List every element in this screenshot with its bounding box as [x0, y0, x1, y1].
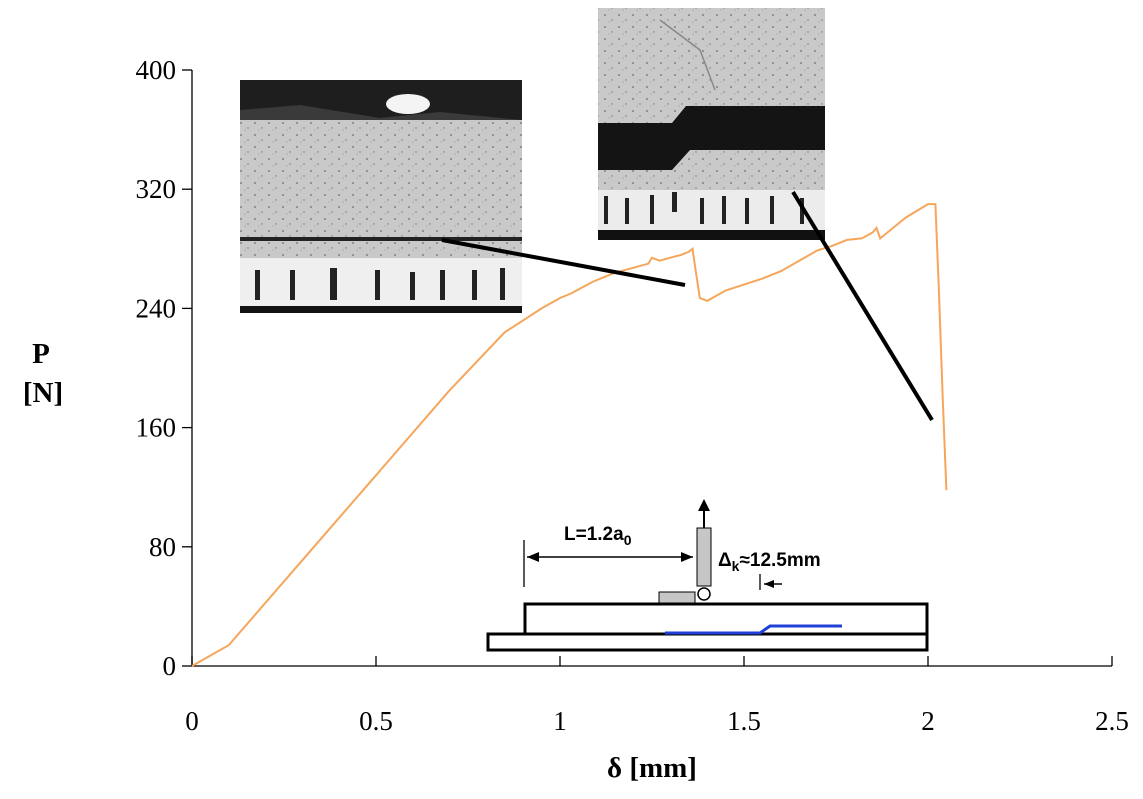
x-tick-label: 0 [185, 706, 199, 736]
delta-arrow-icon [764, 580, 774, 588]
y-tick-label: 240 [136, 293, 177, 323]
y-tick-label: 400 [136, 55, 177, 85]
leader-line-right [791, 190, 934, 422]
y-tick-label: 80 [149, 532, 176, 562]
crack-photo-left [240, 80, 522, 313]
x-tick-label: 1 [553, 706, 567, 736]
x-tick-label: 2.5 [1095, 706, 1129, 736]
load-arrow-icon [698, 499, 710, 511]
y-tick-label: 160 [136, 413, 177, 443]
load-displacement-line [191, 203, 948, 667]
x-tick-label: 2 [921, 706, 935, 736]
y-tick-label: 320 [136, 174, 177, 204]
lower-face-sheet [486, 632, 929, 652]
x-tick-label: 0.5 [359, 706, 393, 736]
specimen-schematic: L=1.2a0 Δk≈12.5mm [486, 499, 929, 652]
crack-path [665, 624, 842, 635]
roller-icon [697, 587, 711, 601]
load-rod [696, 527, 712, 587]
x-ticks: 0 0.5 1 1.5 2 2.5 [185, 656, 1129, 736]
length-arrow-right-icon [681, 552, 693, 562]
delta-label: Δk≈12.5mm [718, 550, 821, 574]
length-arrow-left-icon [527, 552, 539, 562]
x-axis-title: δ [mm] [607, 752, 697, 784]
y-ticks: 0 80 160 240 320 400 [136, 55, 192, 681]
length-label: L=1.2a0 [564, 524, 632, 548]
upper-face-sheet-fill [527, 606, 925, 633]
x-tick-label: 1.5 [727, 706, 761, 736]
y-axis-title-line1: P [32, 338, 50, 370]
crack-photo-right [598, 8, 825, 240]
y-tick-label: 0 [163, 651, 177, 681]
y-axis-title-line2: [N] [23, 377, 63, 409]
load-block [658, 591, 696, 604]
leader-line-left [441, 238, 686, 287]
